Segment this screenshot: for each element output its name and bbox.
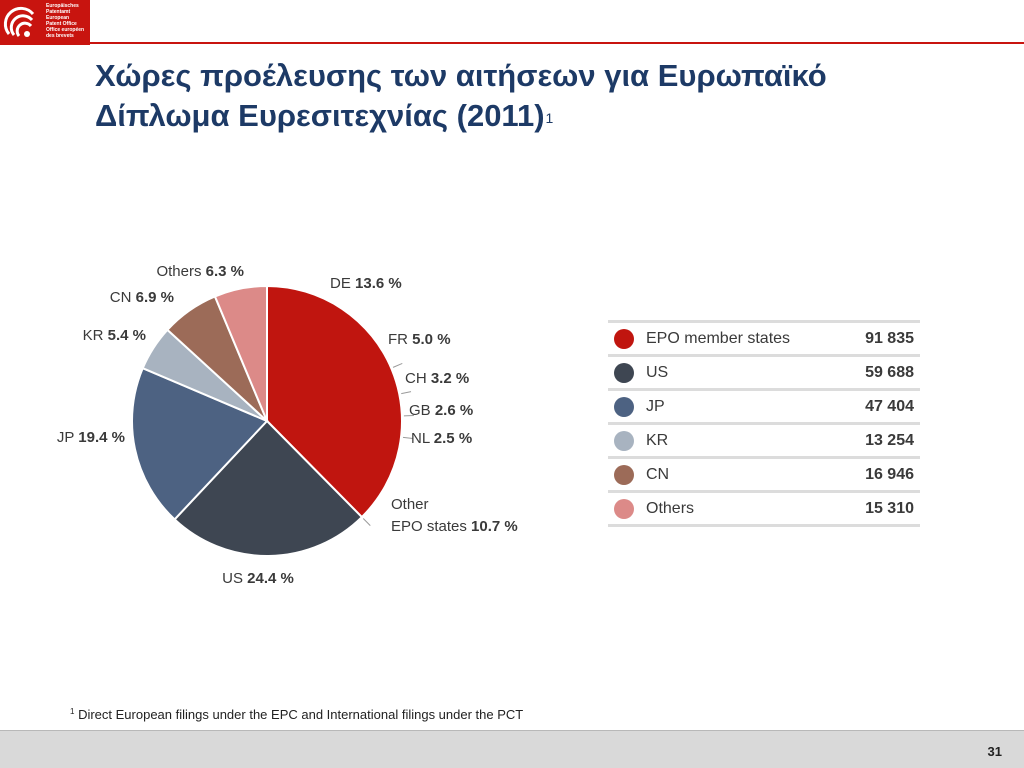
pie-label-name: GB [409,402,435,419]
pie-label-value: 24.4 % [247,570,294,587]
pie-label-kr: KR 5.4 % [83,327,146,344]
pie-label-name: NL [411,430,434,447]
pie-label-name: CH [405,370,431,387]
legend-label: KR [646,431,669,449]
pie-label-value: 2.6 % [435,402,473,419]
pie-label-name: Other [391,496,429,513]
pie-label-value: 19.4 % [78,429,125,446]
pie-label-fr: FR 5.0 % [388,331,451,348]
pie-label-value: 13.6 % [355,275,402,292]
legend-label: EPO member states [646,329,791,347]
legend-label: Others [646,499,695,517]
pie-label-value: 6.9 % [136,289,174,306]
epo-logo-icon [3,6,35,37]
pie-label-name: FR [388,331,412,348]
pie-separator-tick-ch [401,391,412,395]
legend-swatch [614,464,634,485]
legend-row-cn: CN 16 946 [608,456,920,490]
logo-line: European [46,15,70,21]
pie-label-name: CN [110,289,136,306]
slide-title: Χώρες προέλευσης των αιτήσεων για Ευρωπα… [95,56,995,136]
title-footnote-marker: 1 [545,110,554,126]
pie-chart: DE 13.6 %FR 5.0 %CH 3.2 %GB 2.6 %NL 2.5 … [57,263,518,587]
pie-label-value: 3.2 % [431,370,469,387]
legend-value: 91 835 [865,329,914,347]
pie-label-value: 10.7 % [471,518,518,535]
legend-label: CN [646,465,670,483]
chart-legend: EPO member states 91 835 US 59 688 JP 47 404 K… [608,320,920,527]
footer-bar: 31 [0,730,1024,768]
pie-label-name: EPO states [391,518,471,535]
title-line-2-text: Δίπλωμα Ευρεσιτεχνίας (2011) [95,98,545,133]
logo-line: Europäisches [46,3,79,9]
pie-label-gb: GB 2.6 % [409,402,473,419]
legend-row-us: US 59 688 [608,354,920,388]
legend-row-epo-member-states: EPO member states 91 835 [608,320,920,354]
header-divider [90,42,1024,44]
legend-swatch [614,362,634,383]
legend-value: 13 254 [865,431,914,449]
legend-label: JP [646,397,665,415]
epo-logo: Europäisches Patentamt European Patent O… [0,0,90,45]
pie-label-other-epo-states: Other EPO states 10.7 % [391,496,518,535]
pie-label-name: KR [83,327,108,344]
pie-label-us: US 24.4 % [222,570,294,587]
pie-label-value: 2.5 % [434,430,472,447]
pie-label-value: 5.0 % [412,331,450,348]
pie-label-name: JP [57,429,78,446]
pie-label-de: DE 13.6 % [330,275,402,292]
pie-slice-us [173,419,364,557]
pie-slice-others [213,284,268,422]
footnote: 1 Direct European filings under the EPC … [70,707,523,722]
legend-swatch [614,498,634,519]
legend-row-others: Others 15 310 [608,490,920,527]
pie-label-cn: CN 6.9 % [110,289,174,306]
legend-swatch [614,328,634,349]
footnote-text: Direct European filings under the EPC an… [78,707,524,722]
pie-label-others: Others 6.3 % [156,263,244,280]
logo-text: Europäisches Patentamt European Patent O… [46,3,84,39]
pie-slice-jp [131,366,269,521]
legend-row-jp: JP 47 404 [608,388,920,422]
legend-label: US [646,363,669,381]
legend-swatch [614,430,634,451]
pie-slice-de-fr-ch-gb-nl-other-epo-states [266,284,403,519]
pie-separator-tick-other-epo-states [362,518,371,526]
logo-line: Office européen [46,27,85,33]
legend-value: 15 310 [865,499,914,517]
pie-separator-tick-nl [402,436,414,440]
pie-label-value: 6.3 % [206,263,244,280]
footnote-marker: 1 [70,707,75,716]
pie-label-name: DE [330,275,355,292]
pie-label-jp: JP 19.4 % [57,429,125,446]
legend-value: 47 404 [865,397,914,415]
logo-line: des brevets [46,33,74,39]
logo-line: Patentamt [46,9,71,15]
pie-label-value: 5.4 % [108,327,146,344]
legend-value: 59 688 [865,363,914,381]
pie-label-nl: NL 2.5 % [411,430,472,447]
legend-swatch [614,396,634,417]
legend-value: 16 946 [865,465,914,483]
logo-line: Patent Office [46,21,77,27]
pie-label-name: US [222,570,247,587]
title-line-2: Δίπλωμα Ευρεσιτεχνίας (2011)1 [95,96,995,136]
title-line-1: Χώρες προέλευσης των αιτήσεων για Ευρωπα… [95,58,827,93]
legend-row-kr: KR 13 254 [608,422,920,456]
page-number: 31 [987,744,1002,759]
pie-label-ch: CH 3.2 % [405,370,469,387]
pie-separator-tick-fr [392,363,403,368]
pie-label-name: Others [156,263,205,280]
